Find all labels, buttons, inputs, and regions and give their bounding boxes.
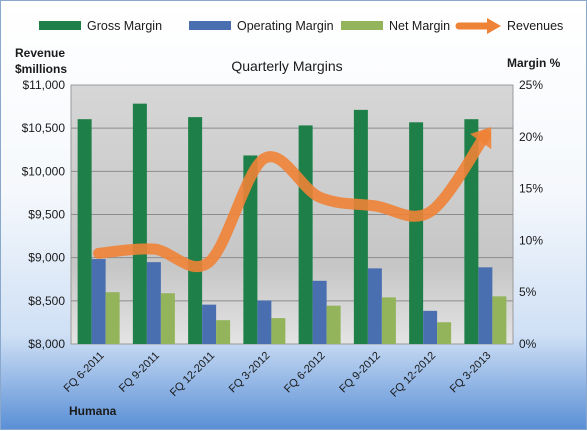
right-tick-label: 10% bbox=[519, 233, 543, 247]
chart-title: Quarterly Margins bbox=[231, 58, 342, 74]
bar-net-margin bbox=[216, 320, 231, 344]
bar-operating-margin bbox=[423, 310, 438, 344]
bar-gross-margin bbox=[77, 119, 92, 344]
x-tick-label: FQ 3-2012 bbox=[227, 350, 273, 396]
bar-gross-margin bbox=[243, 155, 258, 344]
x-tick-label: FQ 6-2011 bbox=[62, 350, 107, 395]
bar-net-margin bbox=[160, 293, 175, 344]
bar-gross-margin bbox=[409, 122, 424, 345]
bar-gross-margin bbox=[353, 109, 368, 344]
right-axis-label: Margin % bbox=[507, 56, 561, 70]
right-tick-label: 0% bbox=[519, 337, 537, 351]
right-tick-label: 5% bbox=[519, 285, 537, 299]
left-tick-label: $10,000 bbox=[22, 164, 66, 178]
right-tick-label: 25% bbox=[519, 78, 543, 92]
bar-operating-margin bbox=[367, 268, 382, 344]
bar-operating-margin bbox=[91, 259, 106, 344]
x-tick-label: FQ 12-2011 bbox=[168, 350, 217, 399]
left-tick-label: $8,500 bbox=[28, 294, 65, 308]
legend-label: Net Margin bbox=[389, 19, 450, 33]
bar-operating-margin bbox=[146, 262, 161, 344]
bar-operating-margin bbox=[257, 300, 272, 344]
x-tick-label: FQ 9-2012 bbox=[337, 350, 383, 396]
bar-gross-margin bbox=[298, 125, 313, 345]
revenues-line bbox=[93, 129, 491, 273]
x-axis-ticks: FQ 6-2011 FQ 9-2011 FQ 12-2011 FQ 3-2012 FQ … bbox=[62, 350, 494, 400]
bar-net-margin bbox=[492, 296, 507, 344]
bar-operating-margin bbox=[312, 280, 327, 344]
legend-swatch bbox=[189, 21, 231, 30]
revenues-arrowhead bbox=[470, 126, 492, 150]
left-tick-label: $8,000 bbox=[28, 337, 65, 351]
x-tick-label: FQ 9-2011 bbox=[117, 350, 162, 395]
bar-operating-margin bbox=[478, 267, 493, 344]
left-tick-label: $10,500 bbox=[22, 121, 66, 135]
left-axis-label: Revenue bbox=[15, 46, 65, 60]
left-tick-label: $9,500 bbox=[28, 208, 65, 222]
legend-swatch bbox=[39, 21, 81, 30]
bar-net-margin bbox=[437, 322, 452, 344]
bar-net-margin bbox=[105, 292, 120, 344]
bar-gross-margin bbox=[188, 117, 203, 344]
bar-gross-margin bbox=[132, 103, 147, 344]
left-axis-unit: $millions bbox=[15, 62, 67, 76]
x-tick-label: FQ 6-2012 bbox=[282, 350, 328, 396]
company-label: Humana bbox=[69, 404, 117, 418]
x-tick-label: FQ 12-2012 bbox=[388, 350, 438, 400]
bar-net-margin bbox=[271, 318, 286, 344]
legend-label: Operating Margin bbox=[237, 19, 334, 33]
bar-series bbox=[77, 103, 507, 345]
right-tick-label: 20% bbox=[519, 130, 543, 144]
left-tick-label: $11,000 bbox=[23, 78, 66, 92]
legend-swatch bbox=[341, 21, 383, 30]
legend: Gross Margin Operating Margin Net Margin Re… bbox=[39, 18, 563, 34]
right-tick-label: 15% bbox=[519, 182, 543, 196]
x-tick-label: FQ 3-2013 bbox=[448, 350, 494, 396]
left-tick-label: $9,000 bbox=[28, 251, 65, 265]
bar-gross-margin bbox=[464, 119, 479, 344]
legend-swatch-arrow bbox=[487, 18, 501, 34]
bar-net-margin bbox=[381, 297, 396, 344]
legend-label: Revenues bbox=[507, 19, 563, 33]
left-axis-ticks: $8,000 $8,500 $9,000 $9,500 $10,000 $10,500 $1… bbox=[22, 78, 66, 351]
legend-label: Gross Margin bbox=[87, 19, 162, 33]
right-axis-ticks: 0% 5% 10% 15% 20% 25% bbox=[519, 78, 543, 351]
bar-net-margin bbox=[326, 305, 341, 344]
bar-operating-margin bbox=[202, 304, 217, 344]
